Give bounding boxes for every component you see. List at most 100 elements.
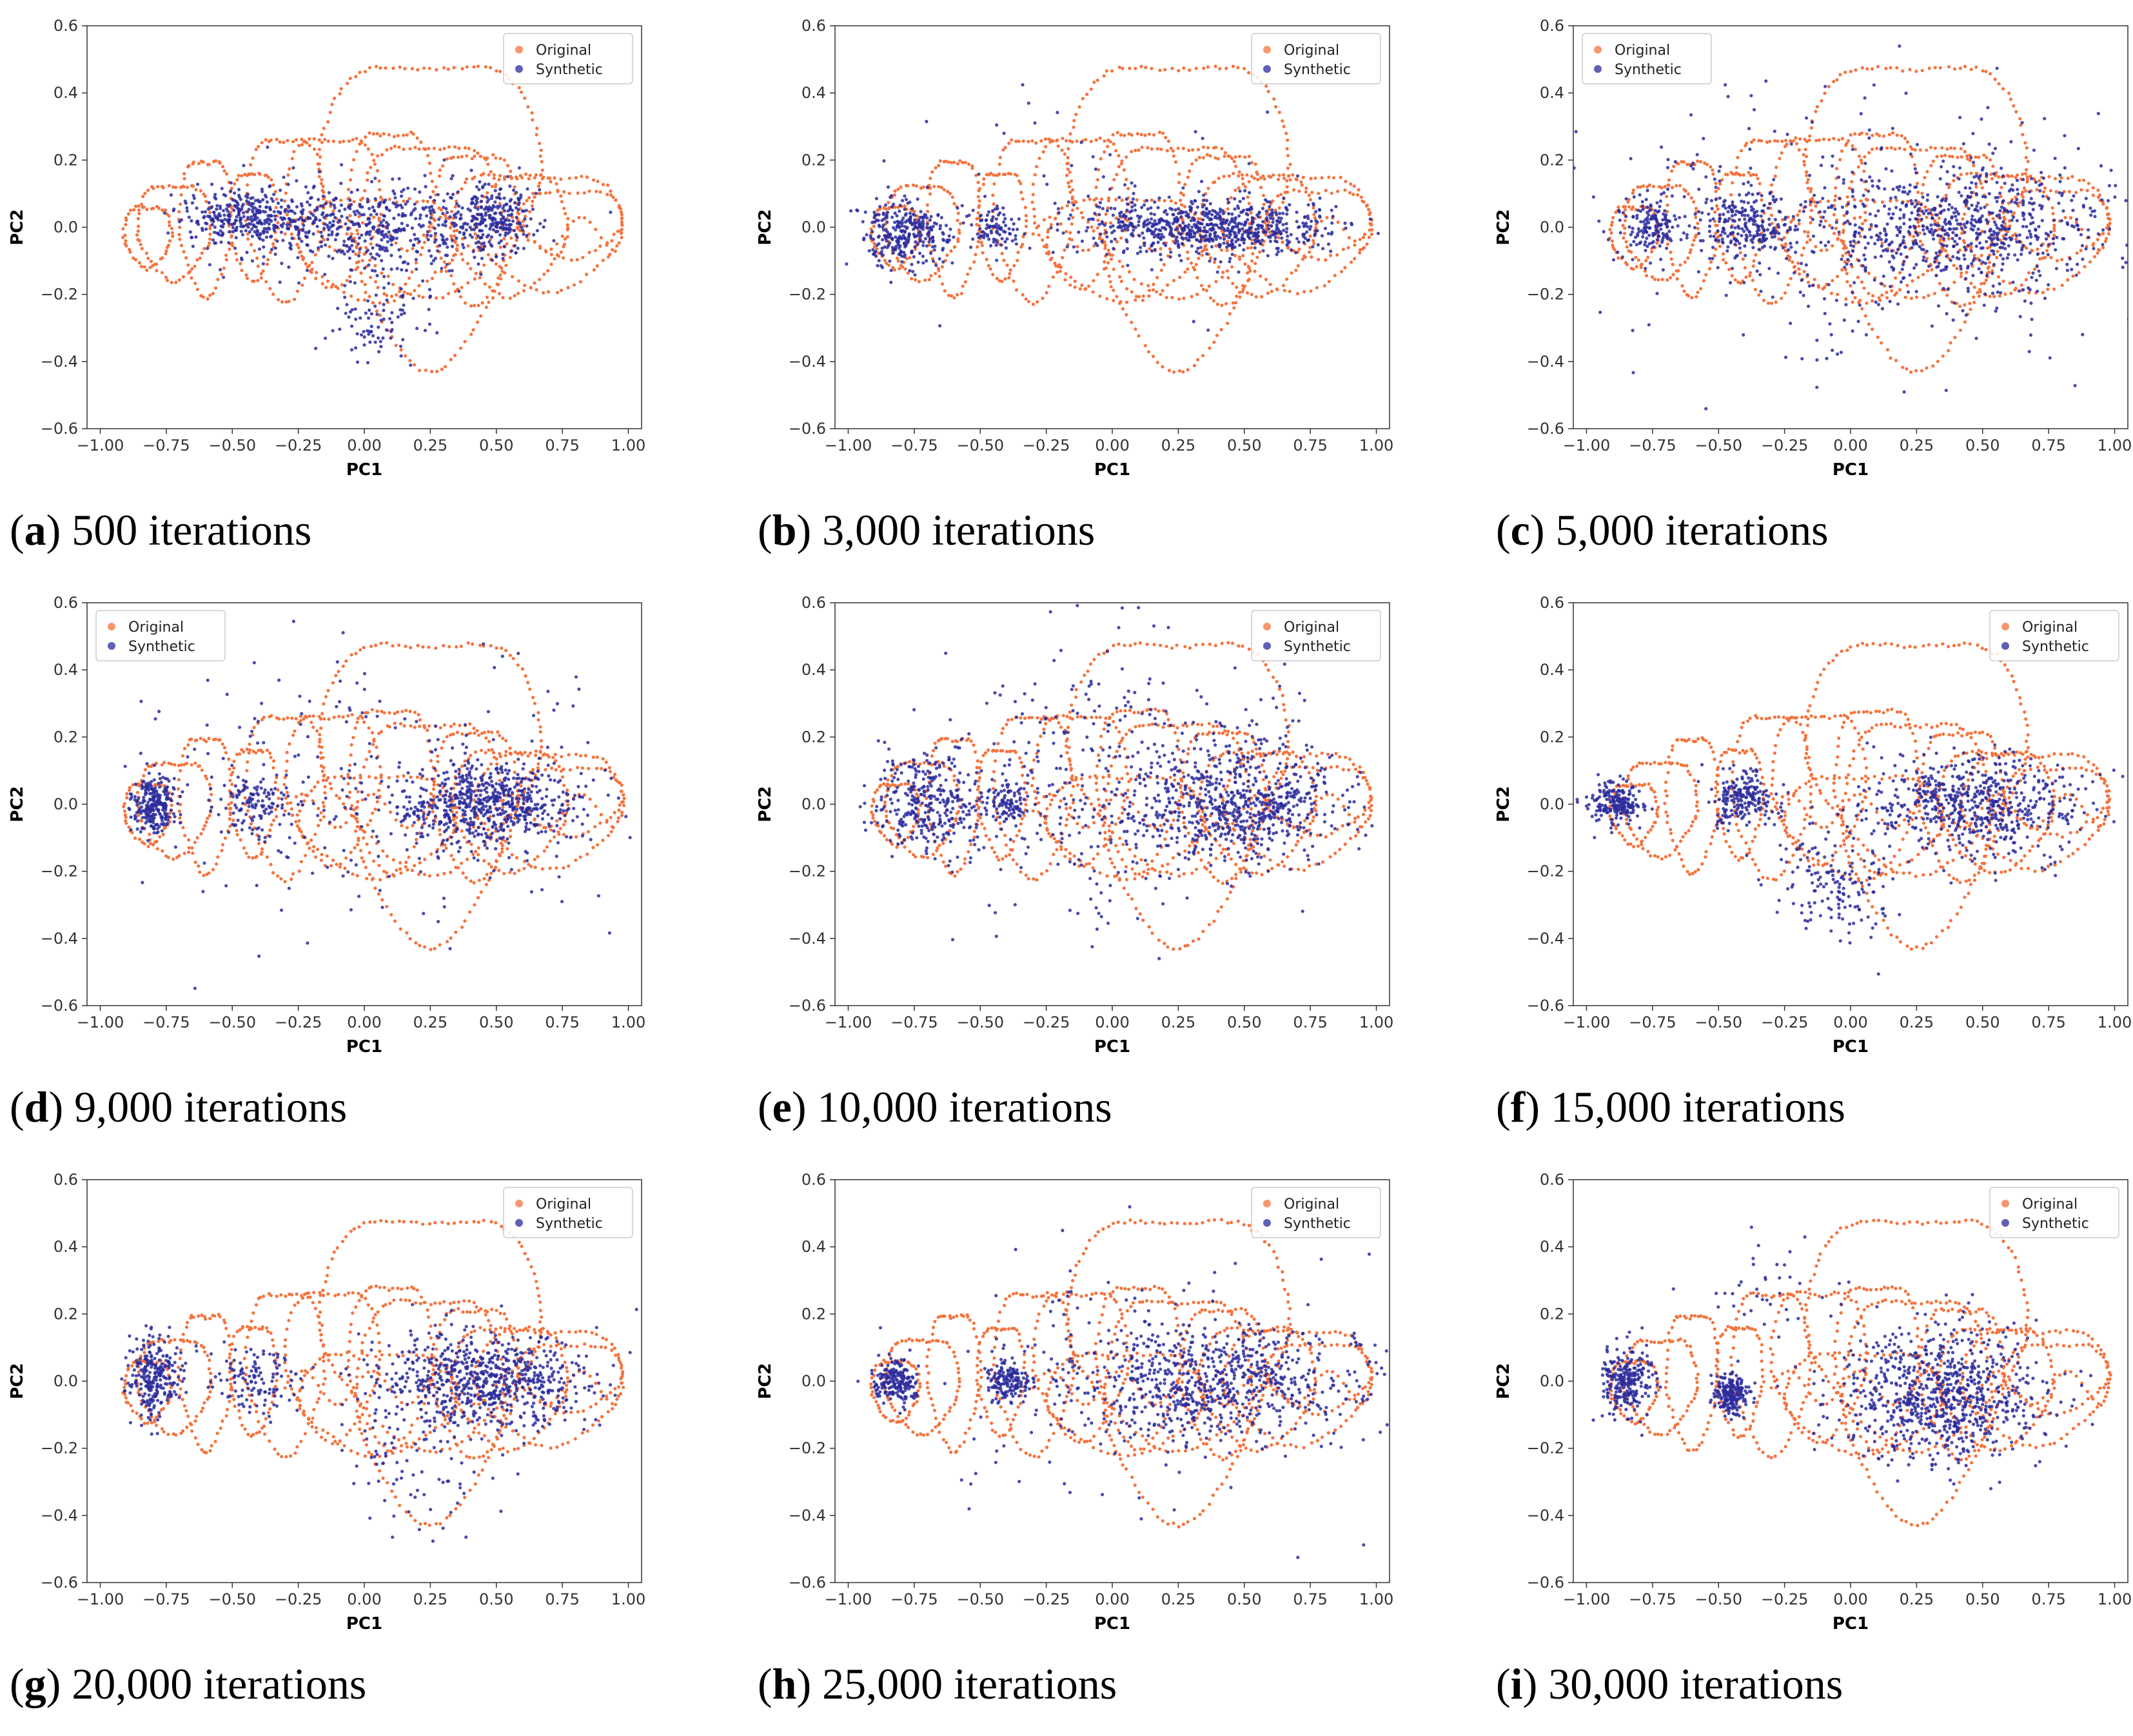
original-point [899,185,903,189]
synthetic-point [460,206,464,210]
synthetic-point [1272,232,1276,237]
original-point [1709,165,1713,169]
original-point [1146,350,1150,354]
original-point [1177,69,1181,73]
synthetic-point [982,236,986,240]
synthetic-point [1282,196,1286,200]
original-point [380,271,384,275]
original-point [1194,66,1198,70]
original-point [992,202,996,206]
synthetic-point [327,254,331,258]
synthetic-point [455,236,458,240]
synthetic-point [1303,236,1307,240]
original-point [1803,137,1807,141]
original-point [1031,193,1035,197]
original-point [1646,255,1650,259]
original-point [2022,186,2026,190]
original-point [1097,237,1101,240]
original-point [1206,65,1210,69]
original-point [317,138,321,142]
original-point [1076,245,1079,249]
synthetic-point [1168,225,1172,229]
synthetic-point [506,175,510,179]
synthetic-point [1253,231,1257,235]
synthetic-point [429,254,433,258]
original-point [1716,186,1720,191]
synthetic-point [938,224,942,228]
synthetic-point [1210,227,1214,231]
original-point [1085,92,1089,96]
original-point [883,258,887,262]
original-point [1234,164,1238,168]
original-point [1238,290,1242,295]
original-point [535,126,539,130]
original-point [1921,243,1925,247]
synthetic-point [339,250,343,254]
original-point [256,278,260,282]
synthetic-point [311,221,315,225]
original-point [1092,80,1096,84]
synthetic-point [402,228,406,232]
synthetic-point [364,232,368,237]
original-point [387,133,391,137]
original-point [1232,306,1236,310]
original-point [2020,283,2023,287]
original-point [246,183,250,187]
original-point [271,183,275,187]
original-point [1121,307,1125,311]
synthetic-point [402,303,406,307]
original-point [1272,173,1275,177]
legend-box [503,33,633,84]
synthetic-point [477,240,480,244]
original-point [1639,266,1643,269]
synthetic-point [1159,235,1163,240]
original-point [449,358,453,362]
original-point [303,139,307,143]
original-point [1204,244,1208,248]
synthetic-point [1097,205,1101,209]
original-point [526,239,530,242]
synthetic-point [1306,203,1310,207]
original-point [968,266,972,271]
original-point [172,185,175,189]
synthetic-point [1004,246,1008,250]
synthetic-point [1233,231,1237,235]
synthetic-point [1271,211,1275,215]
original-point [1629,250,1633,254]
original-point [1778,157,1782,161]
original-point [1019,190,1023,195]
original-point [302,276,307,280]
synthetic-point [477,245,480,249]
original-point [378,66,382,70]
original-point [447,291,451,295]
original-point [948,191,952,195]
original-point [1882,134,1886,138]
original-point [373,280,378,284]
original-point [1248,269,1252,273]
synthetic-point [370,268,375,273]
original-point [1017,139,1021,143]
original-point [612,232,616,237]
synthetic-point [304,231,308,235]
original-point [961,284,965,288]
original-point [143,265,146,269]
original-point [1134,148,1137,152]
original-point [1134,298,1137,302]
synthetic-point [373,304,377,308]
synthetic-point [1165,212,1169,216]
original-point [164,275,168,279]
original-point [182,171,186,176]
synthetic-point [278,188,282,192]
synthetic-point [451,221,455,225]
original-point [961,161,965,164]
synthetic-point [1152,213,1156,217]
synthetic-point [512,228,516,233]
original-point [934,271,938,275]
original-point [1938,282,1941,286]
synthetic-point [1139,249,1143,253]
original-point [1182,297,1186,300]
original-point [963,280,967,284]
original-point [1092,229,1096,233]
synthetic-point [499,217,503,221]
synthetic-point [410,226,414,230]
